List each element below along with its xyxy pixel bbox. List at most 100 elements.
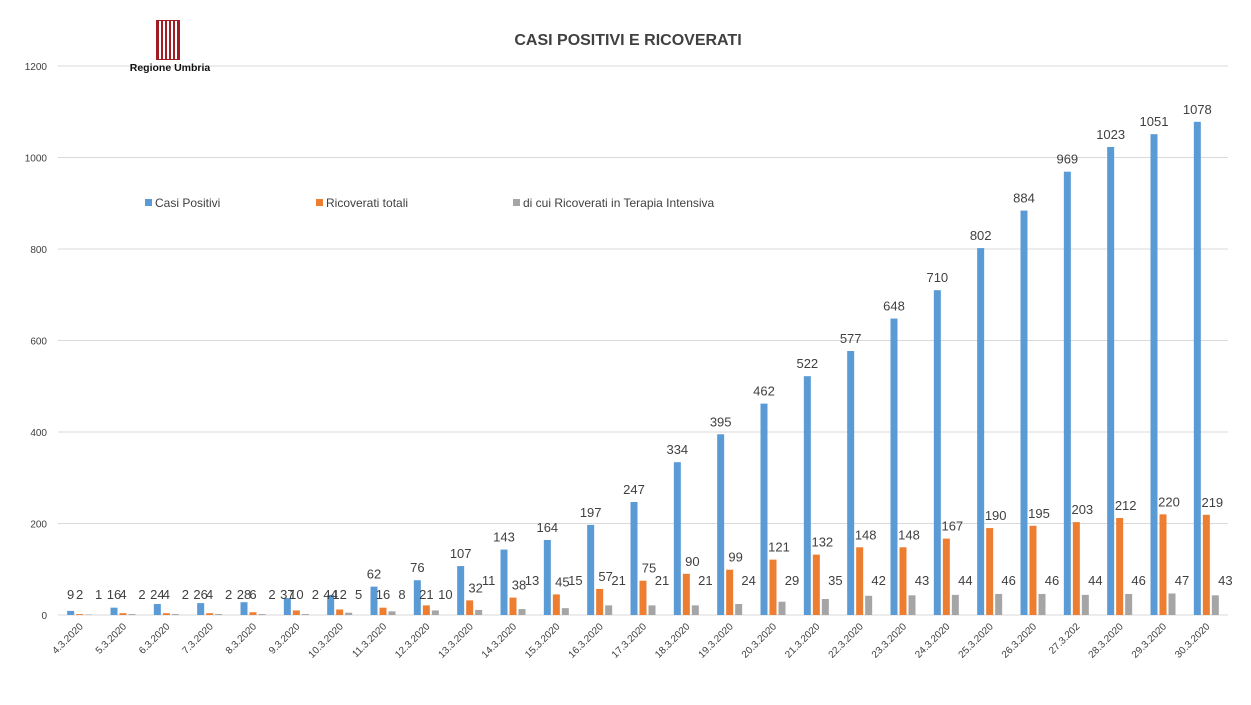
y-tick-label: 1000 — [25, 154, 48, 165]
x-tick-label: 8.3.2020 — [224, 621, 260, 657]
bar — [691, 605, 699, 615]
data-label: 24 — [741, 573, 755, 588]
bar — [561, 608, 569, 615]
x-tick-label: 16.3.2020 — [567, 621, 607, 661]
bar — [292, 610, 300, 615]
data-label: 8 — [398, 587, 405, 602]
bar — [457, 566, 465, 615]
data-label: 76 — [410, 560, 424, 575]
x-tick-label: 12.3.2020 — [393, 621, 433, 661]
bar — [240, 602, 248, 615]
bar — [336, 609, 344, 615]
data-label: 148 — [855, 527, 877, 542]
y-axis-ticks: 0 200 400 600 800 1000 1200 — [25, 62, 48, 622]
data-label: 802 — [970, 228, 992, 243]
data-label: 38 — [512, 578, 526, 593]
data-label: 15 — [568, 573, 582, 588]
data-label: 43 — [1218, 573, 1232, 588]
data-label: 47 — [1175, 573, 1189, 588]
data-label: 32 — [468, 580, 482, 595]
bar — [110, 607, 118, 615]
bar — [1202, 514, 1210, 615]
data-label: 21 — [698, 573, 712, 588]
bar — [856, 547, 864, 615]
data-label: 522 — [796, 356, 818, 371]
logo-emblem — [156, 20, 180, 60]
data-label: 1078 — [1183, 102, 1212, 117]
data-label: 5 — [355, 587, 362, 602]
bar — [1116, 518, 1124, 615]
data-label: 45 — [555, 574, 569, 589]
bar — [630, 501, 638, 615]
data-label: 247 — [623, 482, 645, 497]
bar — [1159, 514, 1167, 615]
bar — [587, 524, 595, 615]
bar — [812, 554, 820, 615]
bar — [215, 614, 223, 615]
data-label: 44 — [958, 573, 972, 588]
bar — [301, 614, 309, 615]
bar — [500, 549, 508, 615]
bar — [283, 598, 291, 615]
bar — [431, 610, 439, 615]
data-label: 13 — [525, 573, 539, 588]
data-label: 2 — [225, 587, 232, 602]
bar — [162, 613, 170, 615]
data-label: 21 — [611, 573, 625, 588]
data-label: 197 — [580, 505, 602, 520]
bar — [509, 597, 517, 615]
data-label: 203 — [1071, 502, 1093, 517]
data-label: 43 — [915, 573, 929, 588]
bar — [1020, 210, 1028, 615]
bar — [933, 290, 941, 615]
bar — [370, 586, 378, 615]
bar — [673, 462, 681, 615]
bar — [682, 573, 690, 615]
bar — [986, 528, 994, 615]
x-tick-label: 18.3.2020 — [653, 621, 693, 661]
bar — [171, 614, 179, 615]
data-label: 57 — [598, 569, 612, 584]
bar — [942, 538, 950, 615]
x-tick-label: 13.3.2020 — [437, 621, 477, 661]
x-tick-label: 14.3.2020 — [480, 621, 520, 661]
data-label: 577 — [840, 331, 862, 346]
bar — [345, 612, 353, 615]
bar — [890, 318, 898, 615]
x-tick-label: 17.3.2020 — [610, 621, 650, 661]
data-label: 46 — [1001, 573, 1015, 588]
bar — [466, 600, 474, 615]
x-tick-label: 21.3.2020 — [783, 621, 823, 661]
data-label: 148 — [898, 527, 920, 542]
bar — [995, 593, 1003, 615]
bar — [552, 594, 560, 615]
x-tick-label: 11.3.2020 — [350, 621, 389, 660]
x-tick-label: 30.3.2020 — [1173, 621, 1213, 661]
bar — [1081, 594, 1089, 615]
bar — [908, 595, 916, 615]
data-label: 334 — [666, 442, 688, 457]
x-tick-label: 23.3.2020 — [870, 621, 910, 661]
gridlines — [58, 65, 1228, 616]
bar — [119, 613, 127, 615]
bar — [1125, 593, 1133, 615]
bar — [778, 601, 786, 615]
x-tick-label: 15.3.2020 — [523, 621, 563, 661]
x-tick-label: 4.3.2020 — [50, 621, 86, 657]
legend-label: Casi Positivi — [155, 196, 220, 210]
bar — [977, 248, 985, 615]
data-label: 44 — [323, 587, 337, 602]
x-tick-label: 24.3.2020 — [913, 621, 953, 661]
bar — [206, 613, 214, 615]
data-label: 46 — [1131, 573, 1145, 588]
data-label: 143 — [493, 530, 515, 545]
data-label: 21 — [419, 587, 433, 602]
data-label: 462 — [753, 384, 775, 399]
data-label: 46 — [1045, 573, 1059, 588]
bar — [1029, 525, 1037, 615]
logo: Regione Umbria — [128, 18, 212, 78]
data-label: 132 — [811, 535, 833, 550]
bar — [197, 603, 205, 615]
x-tick-label: 28.3.2020 — [1087, 621, 1127, 661]
